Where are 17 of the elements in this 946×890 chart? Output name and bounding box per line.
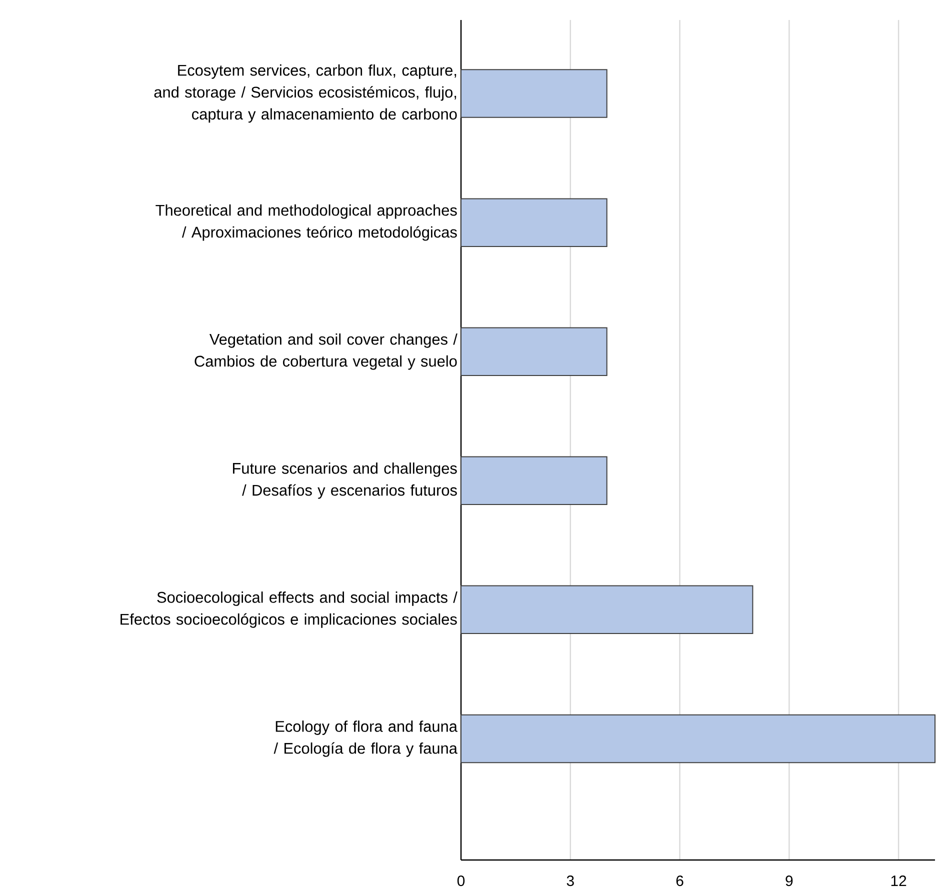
x-tick-label: 0 bbox=[457, 876, 465, 886]
x-tick-label: 3 bbox=[566, 876, 574, 886]
y-tick-label: Ecology of flora and fauna / Ecología de flora y fauna bbox=[274, 720, 458, 757]
x-tick-label: 12 bbox=[891, 876, 906, 886]
x-tick-label: 9 bbox=[786, 876, 793, 886]
y-tick-label: Socioecological effects and social impacts / Efectos socioecológicos e implicaciones sociales bbox=[120, 592, 458, 628]
bar bbox=[460, 198, 608, 247]
bar bbox=[460, 585, 754, 634]
bar bbox=[460, 327, 608, 376]
y-tick-label: Future scenarios and challenges / Desafíos y escenarios futuros bbox=[232, 462, 457, 499]
y-tick-label: Theoretical and methodological approaches / Aproximaciones teórico metodológicas bbox=[156, 204, 457, 241]
bar bbox=[460, 69, 608, 118]
x-tick-label: 6 bbox=[676, 876, 684, 886]
bar bbox=[460, 714, 936, 764]
y-tick-label: Ecosytem services, carbon flux, capture, and storage / Servicios ecosistémicos, flujo, captura y almacenamiento de carbono bbox=[154, 64, 457, 123]
bar bbox=[460, 456, 608, 506]
y-tick-label: Vegetation and soil cover changes / Cambios de cobertura vegetal y suelo bbox=[194, 333, 458, 370]
